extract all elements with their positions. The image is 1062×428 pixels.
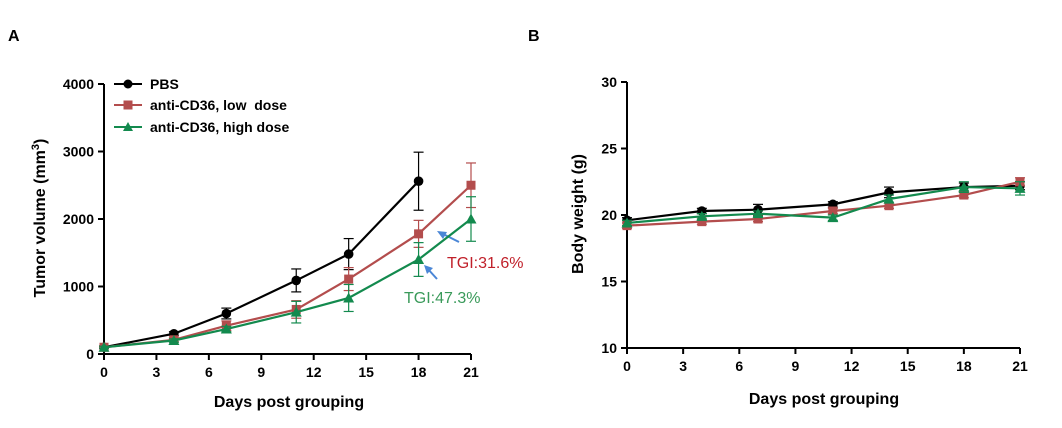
panel-b-series-2-point <box>696 210 708 221</box>
panel-a-x-tick-label: 18 <box>411 364 427 380</box>
panel-b-x-tick-label: 15 <box>900 358 916 374</box>
panel-b-series-2-point <box>621 217 633 228</box>
panel-a-series-2-point <box>168 335 180 345</box>
panel-a-y-axis-label-close: ) <box>32 139 49 144</box>
panel-a-legend: PBS anti-CD36, low dose anti-CD36, high … <box>114 76 289 135</box>
legend-pbs-label: PBS <box>150 76 179 92</box>
panel-b-series-1-point <box>697 217 707 227</box>
panel-a-series-0-point <box>343 249 354 259</box>
panel-b-series-1-point <box>753 214 763 224</box>
panel-a-series-2-point <box>220 323 232 334</box>
panel-a-y-tick-label: 4000 <box>63 76 94 92</box>
panel-a-x-tick-label: 12 <box>306 364 322 380</box>
panel-a-plot: 0 3 6 9 12 15 18 21 0 1000 2000 3000 4000 <box>63 76 479 380</box>
legend-high-dose-marker <box>123 122 133 131</box>
panel-a-series-1-point <box>466 180 476 190</box>
panel-a-series-2-point <box>343 292 355 303</box>
panel-b-plot: 0 3 6 9 12 15 18 21 10 15 20 25 30 <box>601 74 1028 374</box>
panel-a-series-2-point <box>98 341 110 352</box>
panel-a-series-1-point <box>344 274 354 284</box>
panel-b-x-axis-label: Days post grouping <box>749 391 899 408</box>
panel-b-series-2-point <box>752 208 764 219</box>
panel-a-y-tick-label: 2000 <box>63 211 94 227</box>
panel-b-y-tick-label: 15 <box>601 274 617 290</box>
legend-high-dose-label: anti-CD36, high dose <box>150 119 289 135</box>
panel-a-x-tick-label: 15 <box>358 364 374 380</box>
annotation-tgi-high-dose: TGI:47.3% <box>404 290 480 307</box>
panel-b-series-1-point <box>959 190 969 200</box>
panel-a-series-0-point <box>413 176 424 186</box>
panel-b-series-2-point <box>883 193 895 204</box>
panel-b-y-axis-label: Body weight (g) <box>570 154 587 274</box>
panel-a-series-2-point <box>465 213 477 224</box>
panel-b-x-tick-label: 3 <box>679 358 687 374</box>
panel-a-y-tick-label: 1000 <box>63 279 94 295</box>
panel-a-series-0-line <box>103 180 420 349</box>
panel-a-y-axis-label: Tumor volume (mm3) <box>30 139 49 298</box>
annotation-tgi-high-dose-arrowhead <box>424 265 433 274</box>
panel-a-x-tick-label: 3 <box>153 364 161 380</box>
panel-a-x-tick-label: 21 <box>463 364 479 380</box>
panel-a-series-2-point <box>290 306 302 317</box>
panel-a-y-axis-label-superscript: 3 <box>30 144 42 150</box>
panel-b-x-tick-label: 12 <box>844 358 860 374</box>
panel-letter-b: B <box>528 28 540 45</box>
panel-a-x-tick-label: 0 <box>100 364 108 380</box>
panel-a-x-axis-label: Days post grouping <box>214 394 364 411</box>
panel-b-y-tick-label: 25 <box>601 141 617 157</box>
legend-pbs-marker <box>123 79 133 89</box>
legend-low-dose-label: anti-CD36, low dose <box>150 97 287 113</box>
panel-a-series-0-point <box>221 308 232 319</box>
panel-a-y-axis-label-main: Tumor volume (mm <box>32 150 49 297</box>
panel-b-x-tick-label: 18 <box>956 358 972 374</box>
panel-b-x-tick-label: 21 <box>1012 358 1028 374</box>
panel-letter-a: A <box>8 28 20 45</box>
panel-a-x-tick-label: 9 <box>257 364 265 380</box>
panel-a-series-2-point <box>413 254 425 264</box>
panel-a-series-0-point <box>291 275 302 286</box>
panel-b-series-2-point <box>958 181 970 192</box>
panel-b-series-2-point <box>827 212 839 223</box>
legend-low-dose-marker <box>123 100 133 110</box>
panel-b-x-tick-label: 6 <box>735 358 743 374</box>
panel-b-series-1-point <box>828 206 838 216</box>
panel-b-series-1-point <box>884 201 894 211</box>
panel-a-series-1-point <box>414 229 424 239</box>
panel-a-y-tick-label: 3000 <box>63 144 94 160</box>
panel-b-x-tick-label: 0 <box>623 358 631 374</box>
annotation-tgi-low-dose: TGI:31.6% <box>447 255 523 272</box>
panel-b-y-tick-label: 10 <box>601 340 617 356</box>
panel-a-y-tick-label: 0 <box>86 346 94 362</box>
panel-a-x-tick-label: 6 <box>205 364 213 380</box>
annotation-tgi-low-dose-arrowhead <box>437 231 447 239</box>
panel-b-y-tick-label: 30 <box>601 74 617 90</box>
panel-b-series-2-point <box>1014 182 1026 193</box>
panel-b-y-tick-label: 20 <box>601 207 617 223</box>
panel-b-x-tick-label: 9 <box>792 358 800 374</box>
panel-a-series-1-line <box>103 184 472 349</box>
